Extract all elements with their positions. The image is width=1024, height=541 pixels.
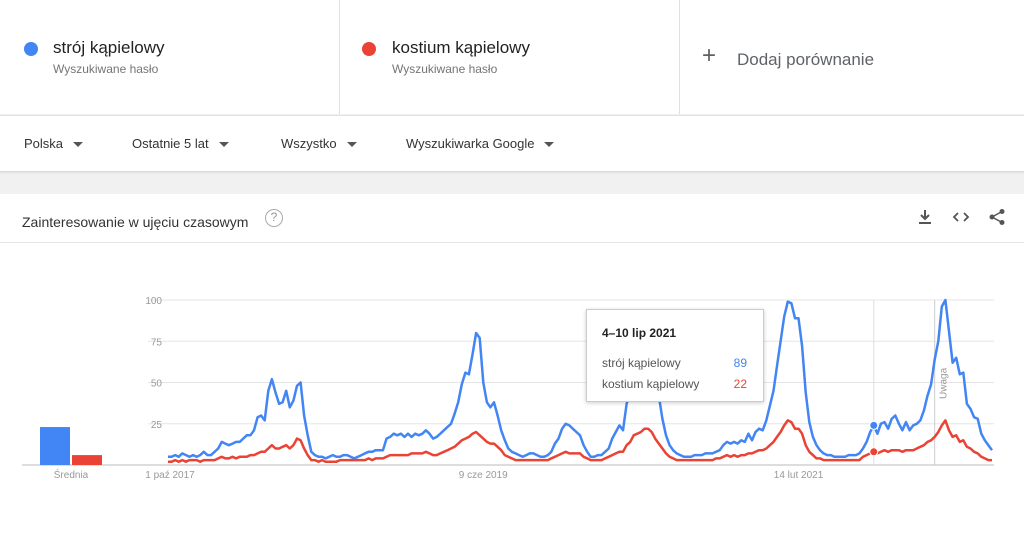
y-tick-label: 50: [151, 379, 163, 390]
dropdown-caret-icon: [346, 142, 357, 147]
search-term-2[interactable]: kostium kąpielowy Wyszukiwane hasło: [340, 0, 680, 114]
x-tick-label: 9 cze 2019: [459, 470, 508, 481]
compare-bar: strój kąpielowy Wyszukiwane hasło kostiu…: [0, 0, 1024, 114]
help-icon[interactable]: ?: [265, 209, 283, 227]
search-term-1[interactable]: strój kąpielowy Wyszukiwane hasło: [0, 0, 340, 114]
filter-timeframe-label: Ostatnie 5 lat: [132, 136, 209, 151]
chart-tooltip: 4–10 lip 2021 strój kąpielowy 89 kostium…: [586, 309, 764, 402]
average-bar-2: [72, 455, 102, 465]
filter-category[interactable]: Wszystko: [281, 136, 357, 151]
average-bar-1: [40, 427, 70, 465]
interest-over-time-card: Zainteresowanie w ujęciu czasowym ? 25 50…: [0, 194, 1024, 541]
filter-timeframe[interactable]: Ostatnie 5 lat: [132, 136, 229, 151]
x-tick-label: 14 lut 2021: [774, 470, 824, 481]
annotation-label: Uwaga: [939, 367, 950, 399]
y-tick-label: 100: [145, 296, 162, 307]
tooltip-term-2-value: 22: [733, 377, 747, 391]
filter-property-label: Wyszukiwarka Google: [406, 136, 535, 151]
term-1-name: strój kąpielowy: [53, 38, 165, 57]
filter-region[interactable]: Polska: [24, 136, 84, 151]
x-tick-label: 1 paź 2017: [145, 470, 195, 481]
filter-bar: Polska Ostatnie 5 lat Wszystko Wyszukiwa…: [0, 115, 1024, 171]
share-icon[interactable]: [988, 208, 1006, 226]
dropdown-caret-icon: [544, 142, 555, 147]
average-label: Średnia: [54, 468, 89, 481]
card-divider: [0, 242, 1024, 243]
embed-icon[interactable]: [952, 208, 970, 226]
dropdown-caret-icon: [218, 142, 229, 147]
term-1-color-dot: [24, 42, 38, 56]
dropdown-caret-icon: [73, 142, 84, 147]
hover-marker-2: [869, 447, 879, 457]
card-tools: [916, 208, 1006, 226]
filter-property[interactable]: Wyszukiwarka Google: [406, 136, 555, 151]
download-icon[interactable]: [916, 208, 934, 226]
y-tick-label: 75: [151, 337, 163, 348]
term-2-color-dot: [362, 42, 376, 56]
tooltip-term-1-value: 89: [733, 356, 747, 370]
filter-shadow: [0, 171, 1024, 174]
y-tick-label: 25: [151, 420, 163, 431]
add-comparison-button[interactable]: + Dodaj porównanie: [680, 0, 1024, 114]
interest-chart[interactable]: 25 50 75 100 1 paź 2017 9 cze 2019 14 lut 2021…: [0, 243, 1024, 541]
filter-region-label: Polska: [24, 136, 64, 151]
tooltip-term-1-label: strój kąpielowy: [602, 356, 681, 370]
series-line-1: [168, 298, 994, 460]
filter-category-label: Wszystko: [281, 136, 337, 151]
tooltip-term-2-label: kostium kąpielowy: [602, 377, 700, 391]
term-2-name: kostium kąpielowy: [392, 38, 530, 57]
term-1-subtitle: Wyszukiwane hasło: [53, 62, 159, 76]
term-2-subtitle: Wyszukiwane hasło: [392, 62, 498, 76]
plus-icon: +: [702, 42, 717, 69]
card-title: Zainteresowanie w ujęciu czasowym: [22, 214, 249, 230]
series-line-2: [168, 419, 992, 463]
add-comparison-label: Dodaj porównanie: [737, 50, 875, 69]
tooltip-date: 4–10 lip 2021: [602, 326, 677, 340]
hover-marker-1: [869, 420, 879, 430]
